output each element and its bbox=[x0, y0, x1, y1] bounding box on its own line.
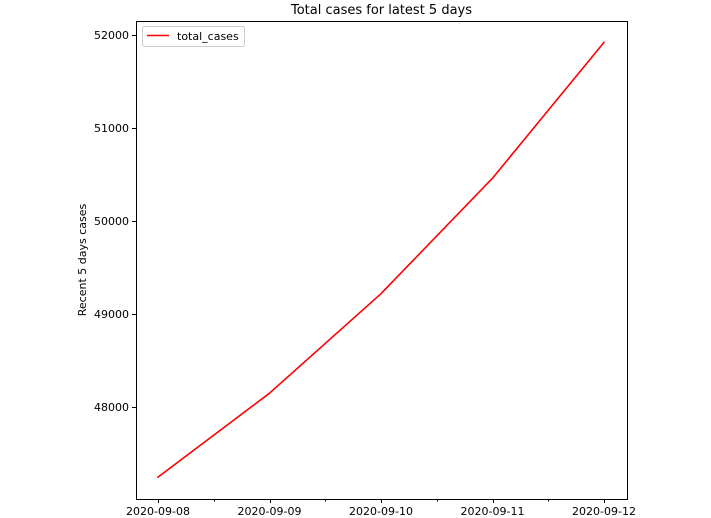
x-tick-label: 2020-09-12 bbox=[572, 505, 636, 518]
y-axis-label: Recent 5 days cases bbox=[76, 203, 89, 316]
y-tick-label: 50000 bbox=[94, 215, 129, 228]
plot-frame bbox=[136, 21, 628, 500]
x-axis: 2020-09-08 2020-09-09 2020-09-10 2020-09-11… bbox=[126, 499, 636, 518]
series-layer bbox=[156, 41, 606, 479]
legend-box bbox=[142, 26, 245, 47]
chart-title: Total cases for latest 5 days bbox=[290, 3, 472, 18]
legend: total_cases bbox=[142, 26, 245, 47]
x-tick-label: 2020-09-11 bbox=[461, 505, 525, 518]
y-axis: 48000 49000 50000 51000 52000 bbox=[94, 29, 136, 414]
y-tick-label: 49000 bbox=[94, 308, 129, 321]
series-line-total-cases bbox=[156, 41, 606, 479]
x-tick-label: 2020-09-09 bbox=[238, 505, 302, 518]
y-tick-label: 52000 bbox=[94, 29, 129, 42]
y-tick-label: 48000 bbox=[94, 401, 129, 414]
x-tick-label: 2020-09-08 bbox=[126, 505, 190, 518]
legend-label-total-cases: total_cases bbox=[177, 30, 239, 43]
x-tick-label: 2020-09-10 bbox=[349, 505, 413, 518]
y-tick-label: 51000 bbox=[94, 122, 129, 135]
